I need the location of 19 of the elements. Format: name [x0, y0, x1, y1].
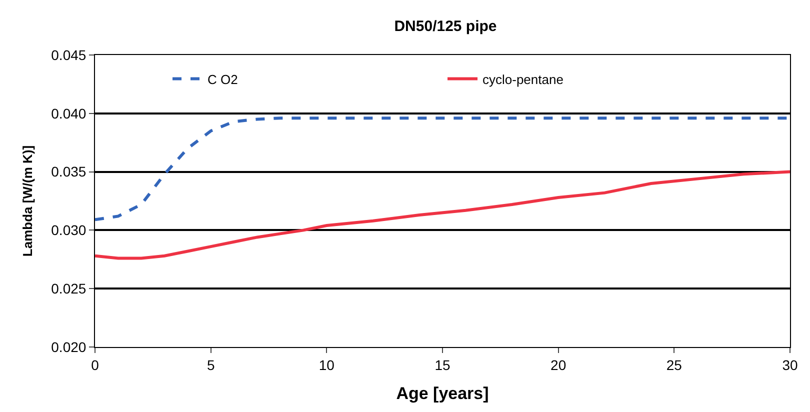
x-tick-label: 25: [666, 356, 682, 373]
x-tick-label: 15: [434, 356, 450, 373]
y-tick-label: 0.025: [51, 280, 86, 296]
y-axis-title: Lambda [W/(m K)]: [20, 145, 36, 257]
y-tick-label: 0.030: [51, 222, 86, 238]
chart-title: DN50/125 pipe: [394, 18, 497, 36]
x-tick-label: 30: [782, 356, 798, 373]
x-tick-label: 10: [318, 356, 335, 373]
legend-label: C O2: [208, 72, 238, 87]
x-tick-label: 20: [550, 356, 566, 373]
y-tick-label: 0.045: [51, 46, 86, 63]
line-series: [95, 170, 790, 260]
x-axis-title: Age [years]: [396, 384, 489, 404]
legend-label: cyclo-pentane: [482, 72, 564, 87]
y-tick-label: 0.035: [51, 164, 86, 180]
x-tick-label: 5: [206, 356, 215, 373]
y-tick-label: 0.040: [51, 105, 86, 122]
y-tick-label: 0.020: [51, 338, 86, 355]
x-tick-label: 0: [91, 356, 100, 373]
